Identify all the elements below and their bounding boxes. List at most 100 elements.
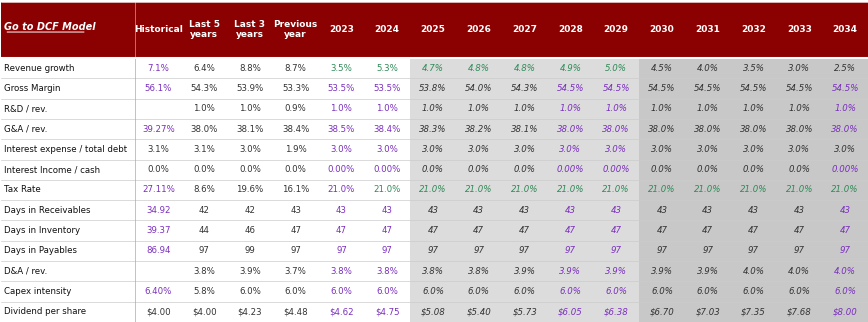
Bar <box>776 281 822 302</box>
Text: 6.0%: 6.0% <box>239 287 260 296</box>
Text: 3.0%: 3.0% <box>559 145 582 154</box>
Text: $4.48: $4.48 <box>283 307 308 316</box>
Text: 2027: 2027 <box>512 25 537 34</box>
Text: 43: 43 <box>839 206 851 215</box>
Text: 2023: 2023 <box>329 25 354 34</box>
Text: 38.1%: 38.1% <box>511 125 538 134</box>
Bar <box>365 2 410 58</box>
Bar <box>365 119 410 139</box>
Text: 1.0%: 1.0% <box>605 104 628 113</box>
Bar <box>594 241 639 261</box>
Bar <box>411 302 456 322</box>
Bar <box>227 119 273 139</box>
Text: 86.94: 86.94 <box>146 246 170 255</box>
Bar <box>685 99 731 119</box>
Bar <box>639 78 685 99</box>
Text: 3.0%: 3.0% <box>834 145 856 154</box>
Bar <box>639 2 685 58</box>
Bar <box>411 261 456 281</box>
Text: 1.0%: 1.0% <box>788 104 811 113</box>
Text: Historical: Historical <box>134 25 183 34</box>
Text: 0.0%: 0.0% <box>651 165 673 174</box>
Bar <box>822 221 868 241</box>
Text: 38.5%: 38.5% <box>328 125 355 134</box>
Text: 2025: 2025 <box>421 25 445 34</box>
Bar <box>456 281 502 302</box>
Bar <box>456 58 502 78</box>
Text: 43: 43 <box>336 206 347 215</box>
Bar <box>227 78 273 99</box>
Bar <box>502 261 548 281</box>
Bar <box>822 200 868 221</box>
Bar <box>319 302 365 322</box>
Bar <box>411 281 456 302</box>
Bar <box>731 261 776 281</box>
Text: 54.5%: 54.5% <box>740 84 767 93</box>
Text: $4.62: $4.62 <box>329 307 354 316</box>
Text: 1.0%: 1.0% <box>559 104 582 113</box>
Bar <box>273 200 319 221</box>
Text: 54.5%: 54.5% <box>602 84 630 93</box>
Bar <box>227 139 273 159</box>
Bar <box>548 200 593 221</box>
Bar <box>135 302 181 322</box>
Text: 3.9%: 3.9% <box>697 267 719 276</box>
Text: 38.0%: 38.0% <box>648 125 675 134</box>
Bar <box>822 139 868 159</box>
Bar <box>456 139 502 159</box>
Bar <box>548 180 593 200</box>
Bar <box>181 99 227 119</box>
Bar <box>135 241 181 261</box>
Bar <box>273 99 319 119</box>
Bar <box>594 261 639 281</box>
Bar <box>135 159 181 180</box>
Text: 21.0%: 21.0% <box>740 185 767 194</box>
Bar <box>227 261 273 281</box>
Text: 43: 43 <box>382 206 392 215</box>
Text: 2029: 2029 <box>603 25 628 34</box>
Bar <box>502 159 548 180</box>
Bar <box>411 78 456 99</box>
Bar <box>502 58 548 78</box>
Text: 4.5%: 4.5% <box>651 64 673 73</box>
Bar <box>319 99 365 119</box>
Bar <box>319 221 365 241</box>
Bar <box>731 180 776 200</box>
Text: 0.0%: 0.0% <box>468 165 490 174</box>
Text: 6.0%: 6.0% <box>697 287 719 296</box>
Text: 38.0%: 38.0% <box>786 125 813 134</box>
Text: R&D / rev.: R&D / rev. <box>4 104 48 113</box>
Text: $7.35: $7.35 <box>741 307 766 316</box>
Bar <box>548 221 593 241</box>
Text: 42: 42 <box>245 206 255 215</box>
Text: 3.9%: 3.9% <box>559 267 582 276</box>
Text: 21.0%: 21.0% <box>786 185 813 194</box>
Text: 97: 97 <box>382 246 392 255</box>
Bar <box>456 2 502 58</box>
Text: 97: 97 <box>839 246 851 255</box>
Bar <box>731 58 776 78</box>
Text: Previous
year: Previous year <box>273 20 318 40</box>
Text: 47: 47 <box>702 226 713 235</box>
Text: 4.0%: 4.0% <box>742 267 765 276</box>
Bar <box>685 58 731 78</box>
Text: 1.9%: 1.9% <box>285 145 306 154</box>
Bar <box>502 2 548 58</box>
Bar <box>227 241 273 261</box>
Bar <box>319 180 365 200</box>
Bar <box>273 241 319 261</box>
Text: 38.0%: 38.0% <box>694 125 721 134</box>
Text: 2026: 2026 <box>466 25 491 34</box>
Bar <box>365 78 410 99</box>
Bar <box>548 281 593 302</box>
Text: 7.1%: 7.1% <box>148 64 169 73</box>
Text: 0.00%: 0.00% <box>328 165 355 174</box>
Text: Gross Margin: Gross Margin <box>4 84 61 93</box>
Bar <box>411 221 456 241</box>
Bar <box>365 180 410 200</box>
Bar <box>822 58 868 78</box>
Text: 43: 43 <box>473 206 484 215</box>
Bar <box>548 302 593 322</box>
Text: 8.8%: 8.8% <box>239 64 260 73</box>
Bar <box>1 221 135 241</box>
